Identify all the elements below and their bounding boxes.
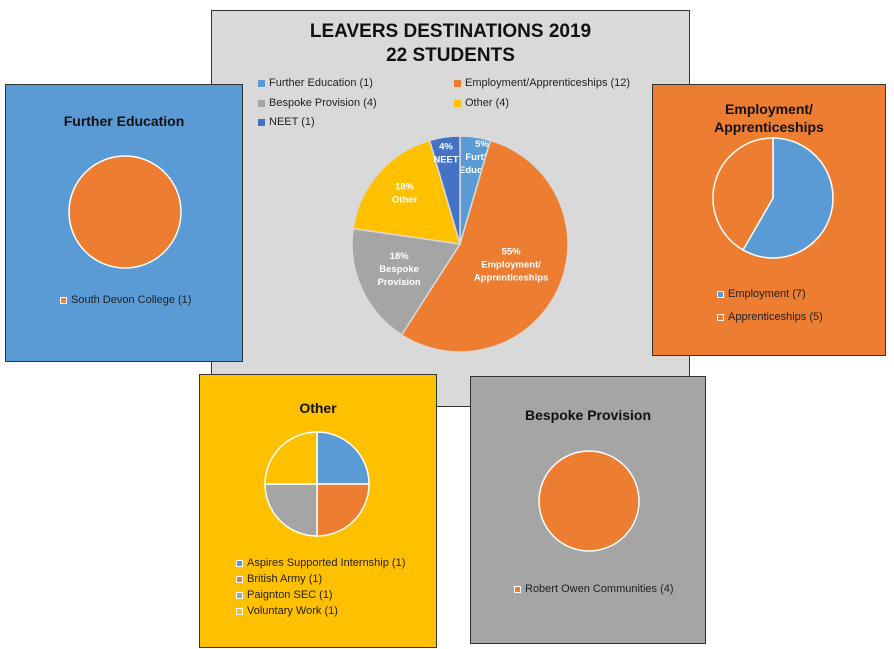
pie-data-label: Other xyxy=(392,194,418,205)
other-title: Other xyxy=(299,400,337,416)
pie-data-label: 4% xyxy=(439,142,453,153)
legend-item-voluntary: Voluntary Work (1) xyxy=(236,605,405,617)
main-pie-chart: 5%FurtherEducation55%Employment/Apprenti… xyxy=(351,135,569,353)
legend-swatch xyxy=(454,79,461,87)
pie-slice xyxy=(428,135,461,245)
legend-label: Other (4) xyxy=(465,97,510,109)
pie-data-label: Further xyxy=(465,152,499,163)
further-education-title: Further Education xyxy=(63,113,185,129)
bespoke-legend: Robert Owen Communities (4) xyxy=(514,583,674,595)
legend-swatch xyxy=(717,313,724,321)
legend-item-employment-sub: Employment (7) xyxy=(717,288,823,300)
legend-item-paignton: Paignton SEC (1) xyxy=(236,589,405,601)
pie-data-label: 5% xyxy=(475,139,489,150)
legend-swatch xyxy=(236,575,243,583)
legend-label: South Devon College (1) xyxy=(71,294,192,306)
legend-label: Further Education (1) xyxy=(269,77,373,89)
legend-swatch xyxy=(258,79,265,87)
legend-item-neet: NEET (1) xyxy=(258,116,315,128)
employment-legend: Employment (7) Apprenticeships (5) xyxy=(717,288,823,323)
pie-data-label: Bespoke xyxy=(379,264,419,275)
further-education-legend: South Devon College (1) xyxy=(60,294,191,306)
pie-slice xyxy=(352,139,462,245)
legend-swatch xyxy=(258,99,265,107)
pie-slice xyxy=(264,483,318,537)
legend-item-employment: Employment/Apprenticeships (12) xyxy=(454,77,630,89)
employment-title: Employment/ Apprenticeships xyxy=(653,100,885,136)
pie-data-label: Employment/ xyxy=(481,259,541,270)
pie-slice xyxy=(400,139,569,353)
legend-item-further-education: Further Education (1) xyxy=(258,77,373,89)
further-education-panel: Further Education South Devon College (1… xyxy=(5,84,243,362)
legend-swatch xyxy=(236,591,243,599)
pie-data-label: 55% xyxy=(502,246,522,257)
legend-swatch xyxy=(60,296,67,304)
bespoke-pie xyxy=(538,450,640,552)
pie-slice xyxy=(316,431,370,485)
employment-title-text: Employment/ Apprenticeships xyxy=(714,101,824,135)
pie-slice xyxy=(712,137,774,251)
bespoke-title: Bespoke Provision xyxy=(524,407,652,423)
legend-item-bespoke: Bespoke Provision (4) xyxy=(258,97,377,109)
legend-label: Employment (7) xyxy=(728,288,806,300)
legend-item-robert-owen: Robert Owen Communities (4) xyxy=(514,583,674,595)
legend-swatch xyxy=(514,585,521,593)
main-chart-subtitle: 22 STUDENTS xyxy=(386,45,515,66)
employment-pie xyxy=(712,137,834,259)
bespoke-panel: Bespoke Provision Robert Owen Communitie… xyxy=(470,376,706,644)
pie-data-label: 18% xyxy=(390,251,410,262)
legend-item-south-devon: South Devon College (1) xyxy=(60,294,191,306)
legend-item-other: Other (4) xyxy=(454,97,509,109)
other-pie xyxy=(264,431,370,537)
legend-label: Apprenticeships (5) xyxy=(728,311,823,323)
legend-item-apprenticeships: Apprenticeships (5) xyxy=(717,311,823,323)
pie-slice xyxy=(351,227,462,336)
legend-item-british-army: British Army (1) xyxy=(236,573,405,585)
pie-slice xyxy=(741,137,834,259)
legend-swatch xyxy=(717,290,724,298)
pie-data-label: Apprenticeships xyxy=(474,272,548,283)
legend-swatch xyxy=(454,99,461,107)
legend-label: Paignton SEC (1) xyxy=(247,589,333,601)
further-education-pie xyxy=(68,155,182,269)
legend-label: Employment/Apprenticeships (12) xyxy=(465,77,631,89)
pie-data-label: 18% xyxy=(395,181,415,192)
pie-data-label: NEET xyxy=(433,155,459,166)
legend-swatch xyxy=(258,118,265,126)
legend-label: British Army (1) xyxy=(247,573,323,585)
pie-slice xyxy=(538,450,640,552)
legend-swatch xyxy=(236,559,243,567)
legend-label: Aspires Supported Internship (1) xyxy=(247,557,406,569)
legend-label: Voluntary Work (1) xyxy=(247,605,338,617)
legend-label: Robert Owen Communities (4) xyxy=(525,583,674,595)
employment-panel: Employment/ Apprenticeships Employment (… xyxy=(652,84,886,356)
pie-slice xyxy=(68,155,182,269)
other-legend: Aspires Supported Internship (1) British… xyxy=(236,557,405,617)
pie-slice xyxy=(316,483,370,537)
legend-item-aspires: Aspires Supported Internship (1) xyxy=(236,557,405,569)
main-chart-panel: LEAVERS DESTINATIONS 2019 22 STUDENTS Fu… xyxy=(211,10,690,407)
legend-label: Bespoke Provision (4) xyxy=(269,97,377,109)
main-chart-title: LEAVERS DESTINATIONS 2019 xyxy=(309,21,592,42)
legend-label: NEET (1) xyxy=(269,116,315,128)
legend-swatch xyxy=(236,607,243,615)
other-panel: Other Aspires Supported Internship (1) B… xyxy=(199,374,437,648)
pie-data-label: Provision xyxy=(377,277,420,288)
pie-slice xyxy=(264,431,318,485)
